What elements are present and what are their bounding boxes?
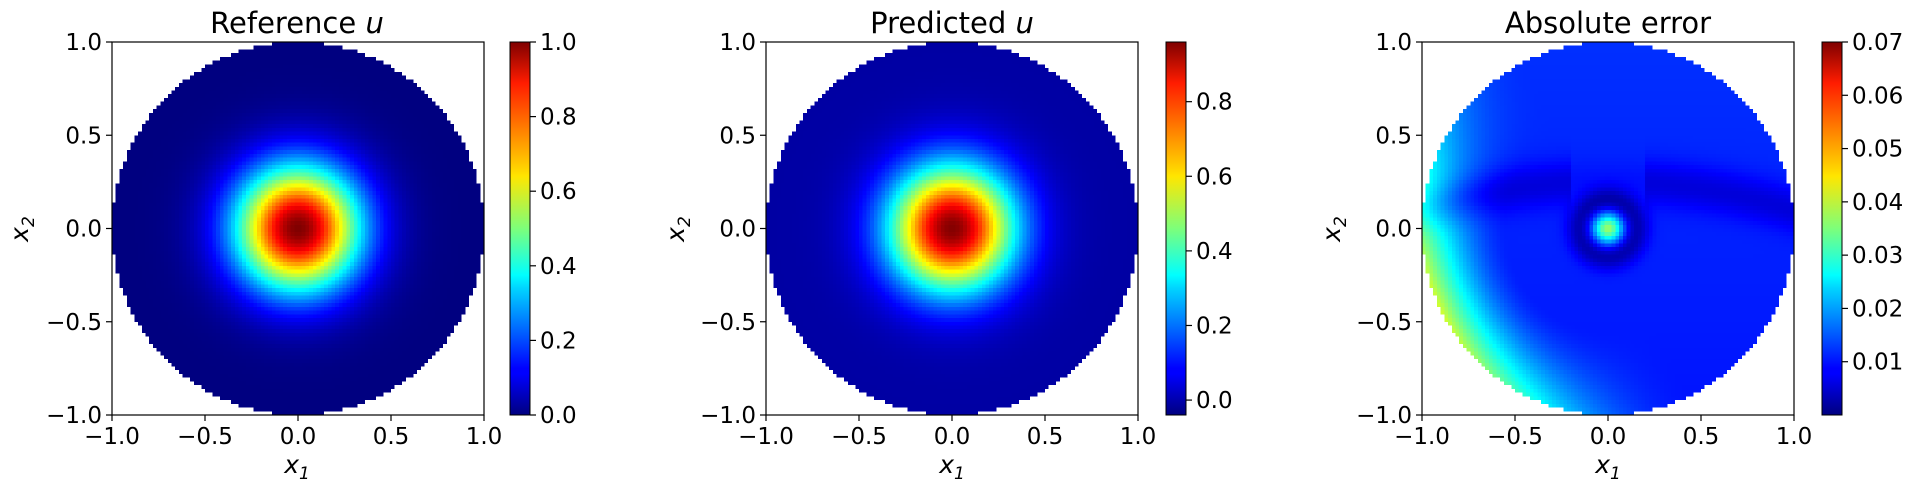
y-tick-label: 0.0 <box>719 217 756 243</box>
x-axis-label: x1 <box>283 450 310 484</box>
panel-title: Absolute error <box>1505 6 1711 40</box>
x-axis-label: x1 <box>938 450 965 484</box>
y-axis-label: x2 <box>661 216 695 243</box>
x-ticks: −1.0 −0.5 0.0 0.5 1.0 <box>1394 415 1812 450</box>
colorbar-tick-label: 0.6 <box>540 179 577 205</box>
colorbar-tick-label: 0.07 <box>1852 30 1903 56</box>
x-tick-label: 0.0 <box>280 424 317 450</box>
colorbar-tick-label: 0.4 <box>540 254 577 280</box>
x-tick-label: 1.0 <box>1120 424 1157 450</box>
colorbar-ticks: 0.0 0.2 0.4 0.6 0.8 <box>1186 90 1233 414</box>
colorbar-tick-label: 0.06 <box>1852 83 1903 109</box>
y-tick-label: −0.5 <box>46 310 102 336</box>
y-tick-label: −0.5 <box>1356 310 1412 336</box>
colorbar-tick-label: 1.0 <box>540 30 577 56</box>
panel-title: Reference u <box>210 6 384 40</box>
y-tick-label: −0.5 <box>700 310 756 336</box>
colorbar <box>1821 41 1843 416</box>
y-ticks: −1.0 −0.5 0.0 0.5 1.0 <box>700 30 766 429</box>
colorbar-ticks: 0.0 0.2 0.4 0.6 0.8 1.0 <box>530 30 577 429</box>
x-tick-label: 0.5 <box>1683 424 1720 450</box>
colorbar <box>1165 41 1187 416</box>
colorbar-tick-label: 0.02 <box>1852 296 1903 322</box>
x-ticks: −1.0 −0.5 0.0 0.5 1.0 <box>738 415 1156 450</box>
colorbar-tick-label: 0.4 <box>1196 239 1233 265</box>
x-tick-label: −1.0 <box>1394 424 1450 450</box>
panel-error: Absolute error −1.0 −0.5 0.0 0.5 1.0 −1.0 −0.… <box>1317 6 1903 484</box>
colorbar-ticks: 0.01 0.02 0.03 0.04 0.05 0.06 0.07 <box>1842 30 1903 376</box>
colorbar-tick-label: 0.2 <box>540 328 577 354</box>
y-tick-label: 0.0 <box>1375 217 1412 243</box>
x-tick-label: −1.0 <box>738 424 794 450</box>
colorbar-tick-label: 0.8 <box>1196 90 1233 116</box>
x-ticks: −1.0 −0.5 0.0 0.5 1.0 <box>84 415 502 450</box>
y-tick-label: 0.0 <box>65 217 102 243</box>
panel-title: Predicted u <box>870 6 1034 40</box>
colorbar-tick-label: 0.0 <box>1196 388 1233 414</box>
x-tick-label: −1.0 <box>84 424 140 450</box>
y-tick-label: 1.0 <box>65 30 102 56</box>
colorbar <box>509 41 531 416</box>
y-tick-label: 0.5 <box>719 123 756 149</box>
heatmap-image <box>112 42 484 415</box>
x-tick-label: 0.0 <box>934 424 971 450</box>
x-tick-label: −0.5 <box>1487 424 1543 450</box>
x-tick-label: 0.5 <box>373 424 410 450</box>
colorbar-tick-label: 0.2 <box>1196 313 1233 339</box>
y-tick-label: −1.0 <box>1356 403 1412 429</box>
colorbar-tick-label: 0.01 <box>1852 350 1903 376</box>
x-tick-label: 0.5 <box>1027 424 1064 450</box>
colorbar-tick-label: 0.04 <box>1852 190 1903 216</box>
panel-reference: Reference u −1.0 −0.5 0.0 0.5 1.0 −1.0 −0.5 0.… <box>5 6 577 484</box>
y-ticks: −1.0 −0.5 0.0 0.5 1.0 <box>1356 30 1422 429</box>
heatmap-image <box>766 42 1138 415</box>
colorbar-tick-label: 0.8 <box>540 105 577 131</box>
colorbar-tick-label: 0.03 <box>1852 243 1903 269</box>
colorbar-tick-label: 0.0 <box>540 403 577 429</box>
y-tick-label: −1.0 <box>700 403 756 429</box>
x-tick-label: −0.5 <box>831 424 887 450</box>
x-axis-label: x1 <box>1594 450 1621 484</box>
y-axis-label: x2 <box>1317 216 1351 243</box>
x-tick-label: 0.0 <box>1590 424 1627 450</box>
y-tick-label: 0.5 <box>1375 123 1412 149</box>
y-tick-label: 1.0 <box>719 30 756 56</box>
y-tick-label: −1.0 <box>46 403 102 429</box>
colorbar-tick-label: 0.6 <box>1196 164 1233 190</box>
x-tick-label: 1.0 <box>466 424 503 450</box>
y-axis-label: x2 <box>5 216 39 243</box>
heatmap-image <box>1422 42 1794 415</box>
y-tick-label: 1.0 <box>1375 30 1412 56</box>
panel-predicted: Predicted u −1.0 −0.5 0.0 0.5 1.0 −1.0 −0.5 0.… <box>661 6 1233 484</box>
x-tick-label: 1.0 <box>1776 424 1813 450</box>
colorbar-tick-label: 0.05 <box>1852 137 1903 163</box>
y-ticks: −1.0 −0.5 0.0 0.5 1.0 <box>46 30 112 429</box>
y-tick-label: 0.5 <box>65 123 102 149</box>
x-tick-label: −0.5 <box>177 424 233 450</box>
